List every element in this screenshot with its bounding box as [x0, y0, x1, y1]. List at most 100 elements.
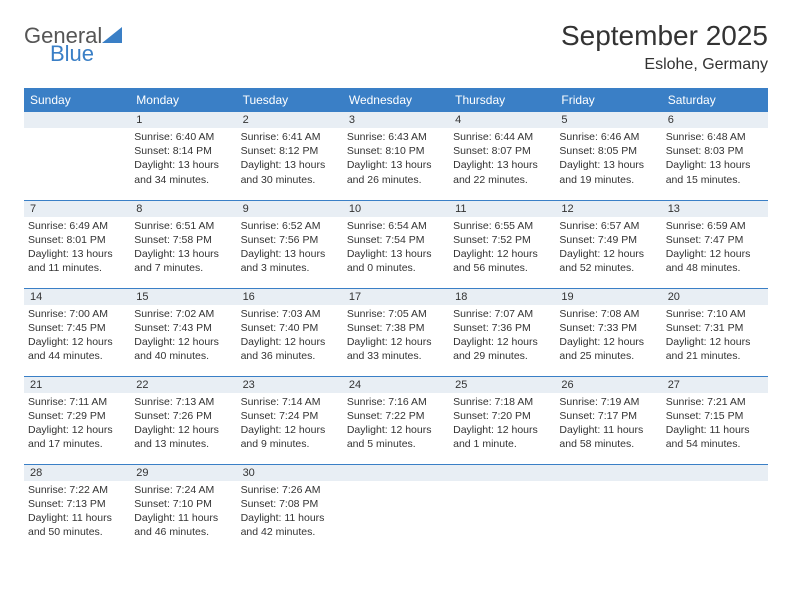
sunset-text: Sunset: 7:33 PM	[559, 321, 657, 335]
sunrise-text: Sunrise: 7:10 AM	[666, 307, 764, 321]
day-number: 9	[237, 201, 343, 217]
calendar-cell: 26Sunrise: 7:19 AMSunset: 7:17 PMDayligh…	[555, 376, 661, 464]
daylight-text: Daylight: 13 hours and 3 minutes.	[241, 247, 339, 275]
sunset-text: Sunset: 7:47 PM	[666, 233, 764, 247]
calendar-week-row: 1Sunrise: 6:40 AMSunset: 8:14 PMDaylight…	[24, 112, 768, 200]
sunset-text: Sunset: 7:15 PM	[666, 409, 764, 423]
sunset-text: Sunset: 7:24 PM	[241, 409, 339, 423]
calendar-cell: 27Sunrise: 7:21 AMSunset: 7:15 PMDayligh…	[662, 376, 768, 464]
logo-word-2: Blue	[50, 44, 122, 64]
calendar-cell: 9Sunrise: 6:52 AMSunset: 7:56 PMDaylight…	[237, 200, 343, 288]
daylight-text: Daylight: 13 hours and 19 minutes.	[559, 158, 657, 186]
sunset-text: Sunset: 7:43 PM	[134, 321, 232, 335]
calendar-cell	[555, 464, 661, 552]
day-detail: Sunrise: 6:55 AMSunset: 7:52 PMDaylight:…	[449, 217, 555, 276]
day-number: 29	[130, 465, 236, 481]
day-number: 3	[343, 112, 449, 128]
sunset-text: Sunset: 7:54 PM	[347, 233, 445, 247]
sunset-text: Sunset: 7:56 PM	[241, 233, 339, 247]
daylight-text: Daylight: 13 hours and 0 minutes.	[347, 247, 445, 275]
day-detail: Sunrise: 6:46 AMSunset: 8:05 PMDaylight:…	[555, 128, 661, 187]
sunrise-text: Sunrise: 7:18 AM	[453, 395, 551, 409]
daylight-text: Daylight: 13 hours and 34 minutes.	[134, 158, 232, 186]
sunrise-text: Sunrise: 7:13 AM	[134, 395, 232, 409]
calendar-cell	[662, 464, 768, 552]
sunrise-text: Sunrise: 7:03 AM	[241, 307, 339, 321]
day-number: 20	[662, 289, 768, 305]
day-number-empty	[24, 112, 130, 128]
day-detail: Sunrise: 7:16 AMSunset: 7:22 PMDaylight:…	[343, 393, 449, 452]
sunset-text: Sunset: 7:10 PM	[134, 497, 232, 511]
day-number: 4	[449, 112, 555, 128]
weekday-header: Saturday	[662, 88, 768, 112]
sunset-text: Sunset: 7:36 PM	[453, 321, 551, 335]
day-detail: Sunrise: 7:02 AMSunset: 7:43 PMDaylight:…	[130, 305, 236, 364]
day-detail: Sunrise: 6:51 AMSunset: 7:58 PMDaylight:…	[130, 217, 236, 276]
day-detail: Sunrise: 7:13 AMSunset: 7:26 PMDaylight:…	[130, 393, 236, 452]
daylight-text: Daylight: 12 hours and 40 minutes.	[134, 335, 232, 363]
sunrise-text: Sunrise: 6:55 AM	[453, 219, 551, 233]
calendar-page: General Blue September 2025 Eslohe, Germ…	[0, 0, 792, 572]
day-number: 11	[449, 201, 555, 217]
daylight-text: Daylight: 12 hours and 36 minutes.	[241, 335, 339, 363]
day-detail: Sunrise: 7:10 AMSunset: 7:31 PMDaylight:…	[662, 305, 768, 364]
sunrise-text: Sunrise: 7:24 AM	[134, 483, 232, 497]
calendar-cell: 16Sunrise: 7:03 AMSunset: 7:40 PMDayligh…	[237, 288, 343, 376]
calendar-cell	[343, 464, 449, 552]
weekday-header: Sunday	[24, 88, 130, 112]
calendar-cell: 11Sunrise: 6:55 AMSunset: 7:52 PMDayligh…	[449, 200, 555, 288]
sunrise-text: Sunrise: 6:44 AM	[453, 130, 551, 144]
sunset-text: Sunset: 7:38 PM	[347, 321, 445, 335]
sunset-text: Sunset: 8:14 PM	[134, 144, 232, 158]
day-number: 18	[449, 289, 555, 305]
sunset-text: Sunset: 7:29 PM	[28, 409, 126, 423]
day-number: 12	[555, 201, 661, 217]
title-block: September 2025 Eslohe, Germany	[561, 20, 768, 74]
day-detail: Sunrise: 6:59 AMSunset: 7:47 PMDaylight:…	[662, 217, 768, 276]
calendar-week-row: 7Sunrise: 6:49 AMSunset: 8:01 PMDaylight…	[24, 200, 768, 288]
day-detail: Sunrise: 7:07 AMSunset: 7:36 PMDaylight:…	[449, 305, 555, 364]
daylight-text: Daylight: 12 hours and 56 minutes.	[453, 247, 551, 275]
sunrise-text: Sunrise: 6:40 AM	[134, 130, 232, 144]
calendar-cell: 12Sunrise: 6:57 AMSunset: 7:49 PMDayligh…	[555, 200, 661, 288]
day-number: 24	[343, 377, 449, 393]
sunrise-text: Sunrise: 6:43 AM	[347, 130, 445, 144]
sunset-text: Sunset: 8:12 PM	[241, 144, 339, 158]
daylight-text: Daylight: 12 hours and 48 minutes.	[666, 247, 764, 275]
calendar-cell: 24Sunrise: 7:16 AMSunset: 7:22 PMDayligh…	[343, 376, 449, 464]
calendar-cell: 14Sunrise: 7:00 AMSunset: 7:45 PMDayligh…	[24, 288, 130, 376]
sunset-text: Sunset: 7:13 PM	[28, 497, 126, 511]
day-detail: Sunrise: 6:44 AMSunset: 8:07 PMDaylight:…	[449, 128, 555, 187]
calendar-cell: 18Sunrise: 7:07 AMSunset: 7:36 PMDayligh…	[449, 288, 555, 376]
header: General Blue September 2025 Eslohe, Germ…	[24, 20, 768, 74]
sunrise-text: Sunrise: 7:26 AM	[241, 483, 339, 497]
calendar-cell: 19Sunrise: 7:08 AMSunset: 7:33 PMDayligh…	[555, 288, 661, 376]
daylight-text: Daylight: 12 hours and 29 minutes.	[453, 335, 551, 363]
day-detail: Sunrise: 7:08 AMSunset: 7:33 PMDaylight:…	[555, 305, 661, 364]
calendar-cell: 5Sunrise: 6:46 AMSunset: 8:05 PMDaylight…	[555, 112, 661, 200]
sunset-text: Sunset: 8:05 PM	[559, 144, 657, 158]
daylight-text: Daylight: 13 hours and 30 minutes.	[241, 158, 339, 186]
day-number: 2	[237, 112, 343, 128]
sunset-text: Sunset: 7:31 PM	[666, 321, 764, 335]
day-number-empty	[449, 465, 555, 481]
calendar-cell: 1 Sunrise: 6:40 AMSunset: 8:14 PMDaylight…	[130, 112, 236, 200]
day-number: 27	[662, 377, 768, 393]
day-detail: Sunrise: 7:21 AMSunset: 7:15 PMDaylight:…	[662, 393, 768, 452]
weekday-header-row: Sunday Monday Tuesday Wednesday Thursday…	[24, 88, 768, 112]
sunrise-text: Sunrise: 6:54 AM	[347, 219, 445, 233]
sunrise-text: Sunrise: 6:57 AM	[559, 219, 657, 233]
day-detail: Sunrise: 7:11 AMSunset: 7:29 PMDaylight:…	[24, 393, 130, 452]
sunrise-text: Sunrise: 7:07 AM	[453, 307, 551, 321]
daylight-text: Daylight: 12 hours and 17 minutes.	[28, 423, 126, 451]
day-number: 17	[343, 289, 449, 305]
calendar-cell: 4Sunrise: 6:44 AMSunset: 8:07 PMDaylight…	[449, 112, 555, 200]
day-detail: Sunrise: 7:03 AMSunset: 7:40 PMDaylight:…	[237, 305, 343, 364]
daylight-text: Daylight: 11 hours and 50 minutes.	[28, 511, 126, 539]
day-detail: Sunrise: 6:57 AMSunset: 7:49 PMDaylight:…	[555, 217, 661, 276]
calendar-cell: 25Sunrise: 7:18 AMSunset: 7:20 PMDayligh…	[449, 376, 555, 464]
sunset-text: Sunset: 8:07 PM	[453, 144, 551, 158]
day-number: 1	[130, 112, 236, 128]
day-detail: Sunrise: 6:48 AMSunset: 8:03 PMDaylight:…	[662, 128, 768, 187]
calendar-cell: 22Sunrise: 7:13 AMSunset: 7:26 PMDayligh…	[130, 376, 236, 464]
